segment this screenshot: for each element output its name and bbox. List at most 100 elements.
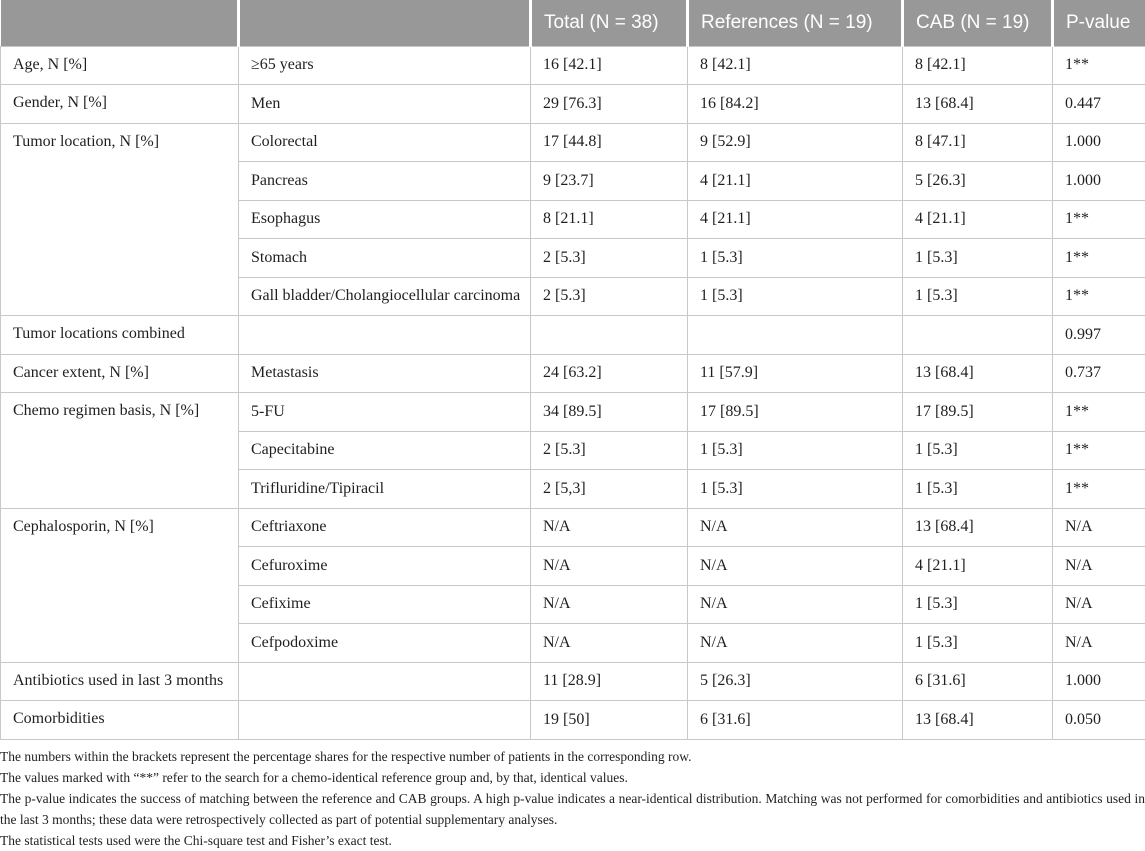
cell-p-value: 1** <box>1053 46 1145 85</box>
row-group-label: Tumor locations combined <box>1 316 239 355</box>
row-group-label: Gender, N [%] <box>1 85 239 124</box>
cell-total: N/A <box>531 624 688 663</box>
table-body: Age, N [%] ≥65 years 16 [42.1] 8 [42.1] … <box>1 46 1145 739</box>
cell-p-value: 1.000 <box>1053 162 1145 201</box>
cell-total: 29 [76.3] <box>531 85 688 124</box>
cell-total: 9 [23.7] <box>531 162 688 201</box>
cell-cab <box>903 316 1053 355</box>
row-group-label: Cancer extent, N [%] <box>1 354 239 393</box>
cell-p-value: N/A <box>1053 547 1145 586</box>
table-row-gender: Gender, N [%] Men 29 [76.3] 16 [84.2] 13… <box>1 85 1145 124</box>
table-row-cancer-extent: Cancer extent, N [%] Metastasis 24 [63.2… <box>1 354 1145 393</box>
row-sub-label: Men <box>239 85 531 124</box>
cell-p-value: 0.737 <box>1053 354 1145 393</box>
footnote: The values marked with “**” refer to the… <box>0 767 1145 788</box>
cell-cab: 8 [42.1] <box>903 46 1053 85</box>
cell-cab: 6 [31.6] <box>903 662 1053 701</box>
cell-cab: 1 [5.3] <box>903 624 1053 663</box>
row-sub-label <box>239 662 531 701</box>
row-group-label: Chemo regimen basis, N [%] <box>1 393 239 509</box>
footnote: The p-value indicates the success of mat… <box>0 788 1145 830</box>
cell-total: 24 [63.2] <box>531 354 688 393</box>
cell-total: N/A <box>531 508 688 547</box>
cell-total: 2 [5.3] <box>531 431 688 470</box>
cell-references: 4 [21.1] <box>688 200 903 239</box>
cell-cab: 1 [5.3] <box>903 277 1053 316</box>
cell-p-value: 1** <box>1053 277 1145 316</box>
table-row-tumor-locations-combined: Tumor locations combined 0.997 <box>1 316 1145 355</box>
cell-total: 8 [21.1] <box>531 200 688 239</box>
column-header-subcategory <box>239 0 531 46</box>
patient-characteristics-table: Total (N = 38) References (N = 19) CAB (… <box>0 0 1145 740</box>
cell-total: 2 [5.3] <box>531 239 688 278</box>
cell-p-value: 1** <box>1053 470 1145 509</box>
cell-cab: 13 [68.4] <box>903 508 1053 547</box>
row-sub-label: Capecitabine <box>239 431 531 470</box>
table-row-chemo-regimen: Chemo regimen basis, N [%] 5-FU 34 [89.5… <box>1 393 1145 432</box>
row-group-label: Comorbidities <box>1 701 239 740</box>
cell-total: 16 [42.1] <box>531 46 688 85</box>
cell-cab: 8 [47.1] <box>903 123 1053 162</box>
cell-p-value: N/A <box>1053 585 1145 624</box>
cell-references: N/A <box>688 508 903 547</box>
cell-p-value: 0.997 <box>1053 316 1145 355</box>
cell-references: 1 [5.3] <box>688 470 903 509</box>
column-header-references: References (N = 19) <box>688 0 903 46</box>
cell-total: N/A <box>531 585 688 624</box>
cell-p-value: 1.000 <box>1053 123 1145 162</box>
row-sub-label: ≥65 years <box>239 46 531 85</box>
cell-references: 1 [5.3] <box>688 431 903 470</box>
cell-references: N/A <box>688 585 903 624</box>
footnote: The statistical tests used were the Chi-… <box>0 830 1145 851</box>
cell-total: 17 [44.8] <box>531 123 688 162</box>
cell-cab: 1 [5.3] <box>903 239 1053 278</box>
cell-p-value: N/A <box>1053 624 1145 663</box>
cell-total: 11 [28.9] <box>531 662 688 701</box>
cell-cab: 1 [5.3] <box>903 431 1053 470</box>
table-row-antibiotics: Antibiotics used in last 3 months 11 [28… <box>1 662 1145 701</box>
table-footnotes: The numbers within the brackets represen… <box>0 740 1145 851</box>
table-row-comorbidities: Comorbidities 19 [50] 6 [31.6] 13 [68.4]… <box>1 701 1145 740</box>
cell-references: 1 [5.3] <box>688 277 903 316</box>
row-sub-label: Gall bladder/Cholangiocellular carcinoma <box>239 277 531 316</box>
cell-cab: 1 [5.3] <box>903 470 1053 509</box>
cell-references: N/A <box>688 547 903 586</box>
cell-cab: 13 [68.4] <box>903 85 1053 124</box>
cell-cab: 5 [26.3] <box>903 162 1053 201</box>
cell-p-value: 1** <box>1053 200 1145 239</box>
cell-p-value: 0.050 <box>1053 701 1145 740</box>
row-sub-label: Cefuroxime <box>239 547 531 586</box>
table-header: Total (N = 38) References (N = 19) CAB (… <box>1 0 1145 46</box>
cell-references: 1 [5.3] <box>688 239 903 278</box>
cell-p-value: 1** <box>1053 393 1145 432</box>
cell-total: N/A <box>531 547 688 586</box>
table-row-cephalosporin: Cephalosporin, N [%] Ceftriaxone N/A N/A… <box>1 508 1145 547</box>
footnote: The numbers within the brackets represen… <box>0 746 1145 767</box>
cell-references: N/A <box>688 624 903 663</box>
column-header-cab: CAB (N = 19) <box>903 0 1053 46</box>
table-row-age: Age, N [%] ≥65 years 16 [42.1] 8 [42.1] … <box>1 46 1145 85</box>
cell-total <box>531 316 688 355</box>
cell-references: 8 [42.1] <box>688 46 903 85</box>
cell-cab: 13 [68.4] <box>903 354 1053 393</box>
row-sub-label: Ceftriaxone <box>239 508 531 547</box>
column-header-p-value: P-value <box>1053 0 1145 46</box>
cell-p-value: 0.447 <box>1053 85 1145 124</box>
row-sub-label <box>239 316 531 355</box>
row-sub-label: Stomach <box>239 239 531 278</box>
cell-cab: 4 [21.1] <box>903 547 1053 586</box>
row-sub-label: Colorectal <box>239 123 531 162</box>
table-row-tumor-location: Tumor location, N [%] Colorectal 17 [44.… <box>1 123 1145 162</box>
cell-cab: 13 [68.4] <box>903 701 1053 740</box>
cell-cab: 1 [5.3] <box>903 585 1053 624</box>
cell-p-value: 1** <box>1053 239 1145 278</box>
header-row: Total (N = 38) References (N = 19) CAB (… <box>1 0 1145 46</box>
cell-total: 34 [89.5] <box>531 393 688 432</box>
row-group-label: Cephalosporin, N [%] <box>1 508 239 662</box>
row-sub-label: Cefpodoxime <box>239 624 531 663</box>
row-sub-label: Esophagus <box>239 200 531 239</box>
row-group-label: Antibiotics used in last 3 months <box>1 662 239 701</box>
cell-references: 9 [52.9] <box>688 123 903 162</box>
column-header-category <box>1 0 239 46</box>
